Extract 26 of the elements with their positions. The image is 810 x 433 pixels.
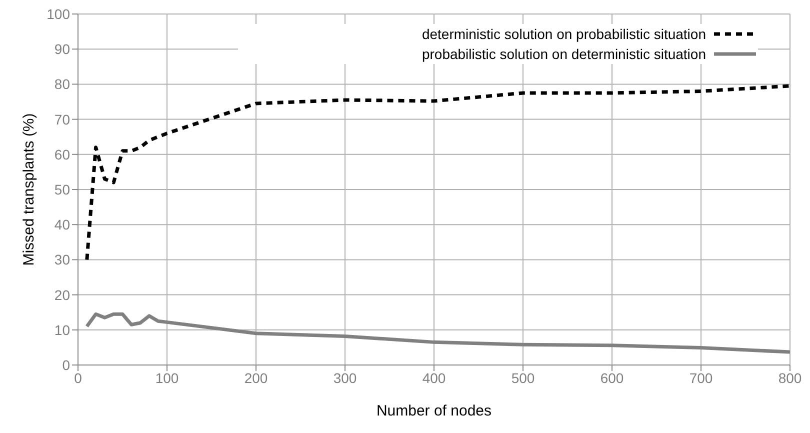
x-tick-label: 400 (422, 370, 446, 386)
y-tick-label: 0 (62, 356, 70, 373)
x-tick-label: 500 (511, 370, 535, 386)
y-tick-label: 30 (54, 252, 70, 268)
line-series (85, 84, 790, 262)
x-tick-label: 800 (778, 370, 802, 386)
y-tick-label: 60 (54, 146, 70, 162)
x-tick-label: 600 (600, 370, 624, 386)
y-tick-label: 40 (54, 216, 70, 233)
x-axis-title: Number of nodes (376, 402, 492, 420)
line-series (85, 312, 790, 354)
x-tick-label: 200 (244, 370, 268, 386)
x-tick-label: 700 (689, 370, 713, 386)
x-tick-label: 0 (74, 370, 82, 386)
y-axis-title: Missed transplants (%) (20, 113, 38, 266)
x-tick-label: 100 (155, 370, 179, 386)
legend-label: probabilistic solution on deterministic situation (422, 46, 706, 62)
y-tick-label: 90 (54, 41, 70, 58)
x-tick-label: 300 (333, 370, 357, 386)
legend-label: deterministic solution on probabilistic situation (422, 26, 706, 42)
y-tick-label: 50 (54, 181, 70, 198)
y-tick-label: 10 (54, 322, 70, 338)
y-tick-label: 100 (46, 6, 70, 22)
y-tick-label: 80 (54, 76, 70, 92)
y-tick-label: 70 (54, 111, 70, 128)
y-tick-label: 20 (54, 286, 70, 303)
